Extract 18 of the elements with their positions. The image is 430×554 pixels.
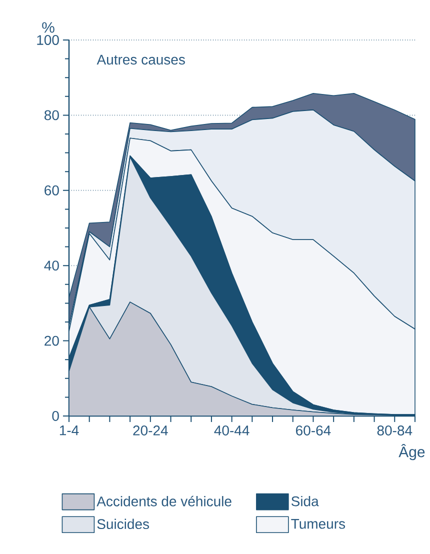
- annotation: Autres causes: [96, 54, 185, 65]
- legend-label: Suicides: [97, 518, 150, 530]
- y-tick-label: 0: [52, 411, 59, 421]
- y-tick-label: 20: [44, 336, 59, 346]
- x-tick-label: 20-24: [133, 426, 168, 436]
- y-tick-label: 100: [37, 35, 59, 45]
- x-tick-label: 1-4: [60, 426, 79, 436]
- legend-label: Sida: [291, 496, 319, 506]
- y-tick-label: 60: [44, 185, 59, 196]
- y-axis-title: %: [42, 22, 54, 33]
- y-tick-label: 80: [44, 110, 59, 120]
- x-axis-title: Âge: [398, 444, 425, 460]
- legend-label: Accidents de véhicule: [96, 496, 232, 506]
- legend-label: Tumeurs: [291, 519, 346, 529]
- y-tick-label: 40: [44, 260, 59, 271]
- x-tick-label: 80-84: [377, 426, 412, 436]
- x-tick-label: 60-64: [296, 426, 331, 436]
- x-tick-label: 40-44: [214, 426, 250, 436]
